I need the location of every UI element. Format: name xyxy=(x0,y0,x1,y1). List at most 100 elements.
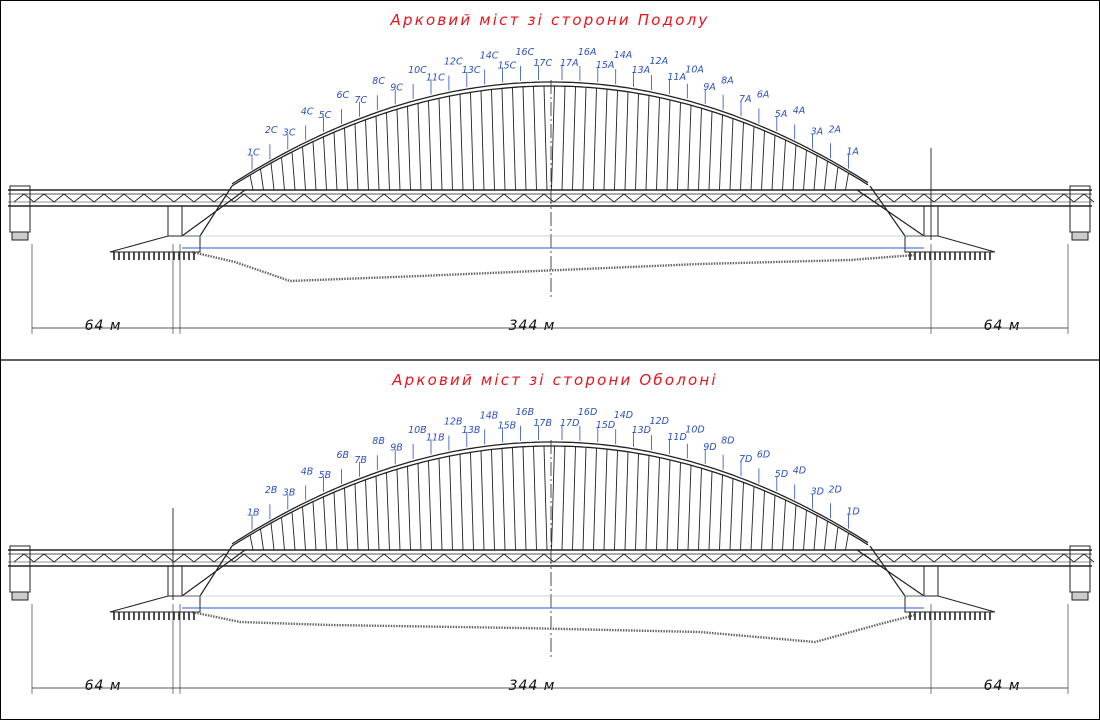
hanger-label: 2C xyxy=(265,125,278,136)
hanger-label: 5C xyxy=(319,110,332,121)
hanger-label: 10B xyxy=(408,425,427,436)
hanger-label: 7D xyxy=(739,454,752,465)
hanger-label: 1B xyxy=(247,508,260,519)
arch-top-rib xyxy=(231,81,869,185)
hanger-label: 12A xyxy=(650,56,669,67)
hanger-label: 16B xyxy=(516,407,535,418)
hanger-label: 16C xyxy=(516,47,535,58)
hanger-label: 14A xyxy=(614,50,633,61)
hanger-label: 17B xyxy=(533,418,552,429)
hanger-label: 17C xyxy=(533,58,552,69)
hanger-label: 10C xyxy=(408,65,427,76)
hanger-label: 14B xyxy=(480,410,499,421)
hanger-label: 13B xyxy=(462,425,481,436)
bridge-elevation xyxy=(8,440,1095,694)
hanger-label: 15A xyxy=(596,60,615,71)
panel-podil: Арковий міст зі сторони Подолу 1C 2C 3C 4C 5… xyxy=(8,11,1095,334)
hanger-label: 14C xyxy=(480,50,499,61)
span-dimensions: 64 м 344 м 64 м xyxy=(85,318,1021,334)
main-span-label: 344 м xyxy=(509,318,556,334)
right-span-label: 64 м xyxy=(984,318,1021,334)
arch-bottom-rib xyxy=(231,85,869,187)
hanger-label: 7B xyxy=(354,455,367,466)
deck-truss-web xyxy=(13,553,1095,563)
hanger-label: 15C xyxy=(498,60,517,71)
hanger-label: 8A xyxy=(721,76,734,87)
hanger-label: 1D xyxy=(846,507,859,518)
hanger-label: 11A xyxy=(667,72,686,83)
left-span-label: 64 м xyxy=(85,678,122,694)
hanger-label: 15D xyxy=(596,420,615,431)
hanger-label: 5A xyxy=(775,109,788,120)
span-dimensions: 64 м 344 м 64 м xyxy=(85,678,1021,694)
hanger-label: 15B xyxy=(498,420,517,431)
hanger-label: 2A xyxy=(829,124,842,135)
bridge-elevation xyxy=(8,80,1095,334)
hanger-label: 6C xyxy=(337,90,350,101)
riverbed-profile xyxy=(191,250,916,283)
panel-title: Арковий міст зі сторони Подолу xyxy=(390,11,710,29)
hanger-label: 11B xyxy=(426,432,445,443)
hanger-label: 12B xyxy=(444,416,463,427)
left-span-label: 64 м xyxy=(85,318,122,334)
arch-hangers xyxy=(249,445,849,551)
hanger-label: 14D xyxy=(614,410,633,421)
left-abutment-footing xyxy=(11,231,29,241)
hanger-label: 5D xyxy=(775,469,788,480)
pile-row xyxy=(113,252,991,260)
hanger-label: 13D xyxy=(632,425,651,436)
riverbed-profile xyxy=(191,610,916,644)
hanger-label: 1C xyxy=(247,148,260,159)
hanger-label: 4A xyxy=(793,106,806,117)
hanger-label: 12D xyxy=(650,416,669,427)
hanger-label: 17D xyxy=(560,418,579,429)
hanger-label: 2D xyxy=(829,484,842,495)
hanger-label: 9D xyxy=(703,442,716,453)
hanger-label: 13C xyxy=(462,65,481,76)
hanger-label: 7C xyxy=(354,95,367,106)
hanger-label: 4D xyxy=(793,466,806,477)
right-abutment-footing xyxy=(1071,231,1089,241)
hanger-label: 17A xyxy=(560,58,579,69)
hanger-label: 4B xyxy=(301,466,314,477)
right-abutment-footing xyxy=(1071,591,1089,601)
hanger-label: 10A xyxy=(685,65,704,76)
hanger-label: 8B xyxy=(372,436,385,447)
main-span-label: 344 м xyxy=(509,678,556,694)
hanger-label: 11C xyxy=(426,72,445,83)
arch-bottom-rib xyxy=(231,445,869,547)
hanger-label: 11D xyxy=(667,432,686,443)
deck-truss-web xyxy=(13,193,1095,203)
panel-title: Арковий міст зі сторони Оболоні xyxy=(391,371,718,389)
arch-hangers xyxy=(249,85,849,191)
arch-top-rib xyxy=(231,441,869,545)
right-arch-strut xyxy=(856,185,925,237)
hanger-label: 13A xyxy=(632,65,651,76)
hanger-label: 3A xyxy=(811,127,824,138)
right-span-label: 64 м xyxy=(984,678,1021,694)
hanger-label: 7A xyxy=(739,94,752,105)
hanger-label: 6A xyxy=(757,89,770,100)
hanger-label: 9C xyxy=(390,82,403,93)
hanger-label: 4C xyxy=(301,106,314,117)
hanger-label: 6B xyxy=(337,450,350,461)
left-arch-strut xyxy=(181,185,246,237)
left-abutment-footing xyxy=(11,591,29,601)
hanger-label: 2B xyxy=(265,485,278,496)
hanger-label: 3D xyxy=(811,487,824,498)
hanger-label: 5B xyxy=(319,470,332,481)
hanger-label: 1A xyxy=(846,147,859,158)
hanger-label: 9B xyxy=(390,442,403,453)
hanger-label: 8D xyxy=(721,436,734,447)
hanger-label: 16D xyxy=(578,407,597,418)
hanger-label: 9A xyxy=(703,82,716,93)
hanger-label: 12C xyxy=(444,56,463,67)
hanger-label: 6D xyxy=(757,449,770,460)
panel-obolon: Арковий міст зі сторони Оболоні 1B 2B 3B 4B… xyxy=(8,371,1095,694)
right-arch-strut xyxy=(856,545,925,597)
hanger-label: 3C xyxy=(283,127,296,138)
hanger-label: 10D xyxy=(685,425,704,436)
